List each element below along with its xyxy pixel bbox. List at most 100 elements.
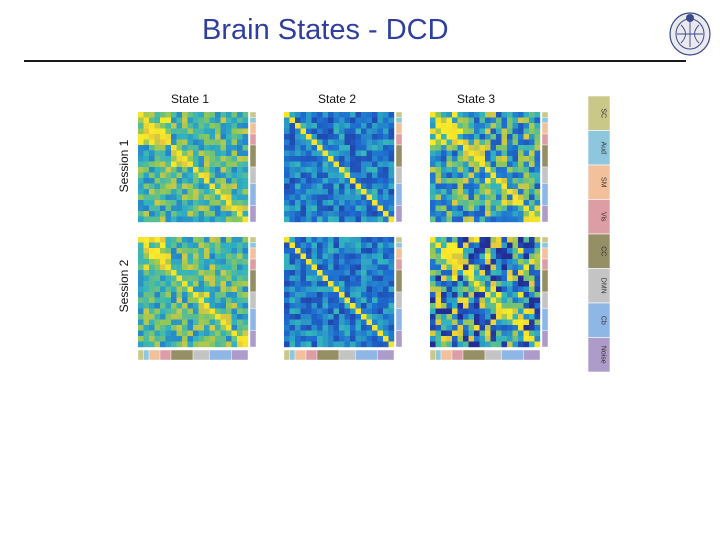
bottom-bar-segment-dmn xyxy=(192,349,210,361)
sidebar-segment-noise xyxy=(541,205,549,223)
row-label-session-2: Session 2 xyxy=(117,259,131,312)
legend-label-aud: Aud xyxy=(600,142,607,155)
bottom-bar-segment-noise xyxy=(377,349,395,361)
bottom-bar-segment-cc xyxy=(316,349,340,361)
sidebar-segment-sm xyxy=(395,122,403,135)
legend-swatch-noise xyxy=(587,337,611,373)
sidebar-segment-dmn xyxy=(395,166,403,184)
bottom-bar-segment-dmn xyxy=(484,349,502,361)
column-label-state-2: State 2 xyxy=(318,92,356,106)
sidebar-segment-noise xyxy=(395,330,403,348)
bottom-bar-segment-noise xyxy=(523,349,541,361)
sidebar-segment-cc xyxy=(395,269,403,293)
column-label-state-1: State 1 xyxy=(171,92,209,106)
sidebar-segment-sc xyxy=(541,111,549,118)
sidebar-segment-dmn xyxy=(395,291,403,309)
bottom-bar-segment-cb xyxy=(209,349,232,361)
sidebar-segment-cb xyxy=(249,183,257,206)
sidebar-segment-sc xyxy=(395,236,403,243)
sidebar-segment-sc xyxy=(395,111,403,118)
bottom-bar-segment-dmn xyxy=(338,349,356,361)
sidebar-segment-cb xyxy=(541,308,549,331)
sidebar-segment-vis xyxy=(541,133,549,146)
sidebar-segment-sm xyxy=(395,247,403,260)
bottom-bar-segment-sm xyxy=(148,349,161,361)
legend-label-cc: CC xyxy=(600,246,607,256)
column-labels: State 1 State 2 State 3 xyxy=(171,92,495,106)
matrix-r1-c1 xyxy=(138,112,249,223)
title-divider xyxy=(24,60,686,62)
legend-label-noise: Noise xyxy=(600,346,607,364)
sidebar-segment-aud xyxy=(395,117,403,124)
sidebar-segment-aud xyxy=(249,242,257,249)
bottom-bar-segment-cb xyxy=(355,349,378,361)
bottom-bar-segment-aud xyxy=(143,349,150,361)
sidebar-segment-aud xyxy=(541,117,549,124)
bottom-bar-segment-vis xyxy=(305,349,318,361)
sidebar-segment-vis xyxy=(395,258,403,271)
bottom-bar-segment-sc xyxy=(137,349,144,361)
slide-title: Brain States - DCD xyxy=(202,14,449,46)
legend-label-cb: Cb xyxy=(600,316,607,325)
sidebar-segment-vis xyxy=(541,258,549,271)
sidebar-segment-cc xyxy=(249,269,257,293)
sidebar-segment-aud xyxy=(395,242,403,249)
sidebar-segment-noise xyxy=(395,205,403,223)
row-label-session-1: Session 1 xyxy=(117,139,131,192)
sidebar-segment-cb xyxy=(395,183,403,206)
connectivity-figure: State 1 State 2 State 3 Session 1 Sessio… xyxy=(117,92,611,373)
bottom-bar-segment-sc xyxy=(283,349,290,361)
sidebar-segment-aud xyxy=(541,242,549,249)
sidebar-segment-noise xyxy=(249,330,257,348)
sidebar-segment-dmn xyxy=(541,166,549,184)
sidebar-segment-dmn xyxy=(541,291,549,309)
legend-label-vis: Vis xyxy=(600,212,607,222)
network-sidebars xyxy=(249,111,549,348)
sidebar-segment-dmn xyxy=(249,291,257,309)
sidebar-segment-sm xyxy=(541,247,549,260)
sidebar-segment-cb xyxy=(249,308,257,331)
column-label-state-3: State 3 xyxy=(457,92,495,106)
bottom-bar-segment-vis xyxy=(451,349,464,361)
sidebar-segment-sm xyxy=(249,122,257,135)
bottom-bar-segment-sm xyxy=(440,349,453,361)
sidebar-segment-dmn xyxy=(249,166,257,184)
bottom-bar-segment-sc xyxy=(429,349,436,361)
matrix-r2-c2 xyxy=(284,237,395,348)
network-bottom-bars xyxy=(137,349,541,361)
bottom-bar-segment-vis xyxy=(159,349,172,361)
legend-label-sc: SC xyxy=(600,108,607,118)
matrix-r1-c2 xyxy=(284,112,395,223)
legend-label-sm: SM xyxy=(600,177,607,188)
bottom-bar-segment-cb xyxy=(501,349,524,361)
sidebar-segment-noise xyxy=(249,205,257,223)
bottom-bar-segment-aud xyxy=(289,349,296,361)
sidebar-segment-vis xyxy=(249,258,257,271)
network-legend: SC Aud SM Vis CC DMN Cb Noise xyxy=(587,95,611,373)
sidebar-segment-cc xyxy=(395,144,403,168)
bottom-bar-segment-cc xyxy=(462,349,486,361)
bottom-bar-segment-cc xyxy=(170,349,194,361)
sidebar-segment-cc xyxy=(249,144,257,168)
legend-label-dmn: DMN xyxy=(600,278,607,294)
sidebar-segment-noise xyxy=(541,330,549,348)
sidebar-segment-sc xyxy=(541,236,549,243)
sidebar-segment-sm xyxy=(541,122,549,135)
sidebar-segment-cc xyxy=(541,144,549,168)
sidebar-segment-sc xyxy=(249,236,257,243)
sidebar-segment-vis xyxy=(395,133,403,146)
sidebar-segment-cb xyxy=(541,183,549,206)
bottom-bar-segment-aud xyxy=(435,349,442,361)
matrix-r1-c3 xyxy=(430,112,541,223)
matrix-grid xyxy=(138,112,541,348)
sidebar-segment-sc xyxy=(249,111,257,118)
sidebar-segment-vis xyxy=(249,133,257,146)
university-seal-icon xyxy=(669,12,711,56)
row-labels: Session 1 Session 2 xyxy=(117,139,131,312)
sidebar-segment-sm xyxy=(249,247,257,260)
bottom-bar-segment-sm xyxy=(294,349,307,361)
sidebar-segment-aud xyxy=(249,117,257,124)
matrix-r2-c3 xyxy=(430,237,541,348)
sidebar-segment-cb xyxy=(395,308,403,331)
